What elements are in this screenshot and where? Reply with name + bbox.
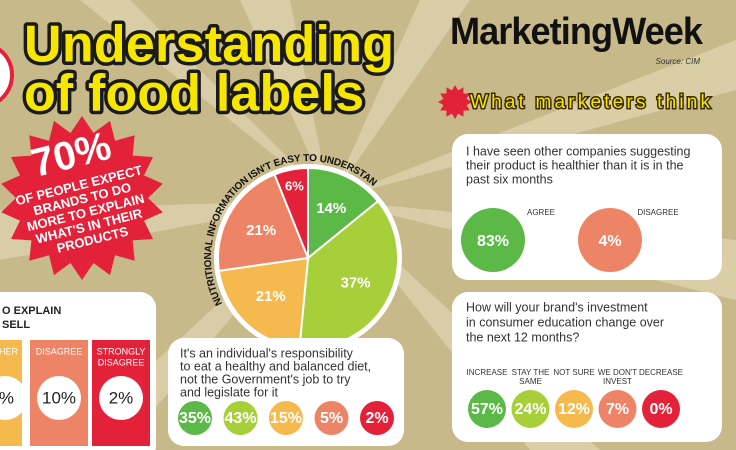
answer-value: 10% [42, 388, 76, 407]
starburst [1, 116, 163, 280]
answer-circle [598, 390, 637, 428]
answer-label: DISAGREE [637, 208, 678, 217]
answer-label: WE DON'T [598, 368, 637, 377]
column-label: DISAGREE [98, 357, 145, 367]
answer-circle [0, 376, 27, 420]
answer-label: STAY THE [512, 368, 550, 377]
pie-label: 6% [285, 179, 304, 194]
answer-circle [555, 390, 593, 428]
question: their product is healthier than it is in… [466, 158, 684, 172]
section-title: What marketers think [470, 92, 711, 113]
answer-circle [461, 208, 525, 272]
answer-value: 4% [598, 233, 621, 250]
answer-value: 12% [558, 401, 590, 418]
answer-value: 5% [320, 410, 343, 427]
answer-circle [578, 208, 642, 272]
answer-value: 35% [179, 410, 211, 427]
question: past six months [466, 172, 553, 186]
pie-label: 37% [341, 274, 371, 291]
answer-value: 57% [471, 401, 503, 418]
column-label: DISAGREE [36, 346, 83, 356]
logo: MarketingWeek [450, 11, 704, 53]
question: not the Government's job to try [180, 372, 351, 386]
answer-label: NOT SURE [553, 368, 594, 377]
answer-value: 2% [109, 388, 134, 407]
column-label: STRONGLY [97, 346, 146, 356]
answer-circle [511, 390, 550, 428]
answer-circle [360, 401, 394, 435]
answer-circle [37, 376, 81, 420]
question: It's an individual's responsibility [180, 346, 354, 360]
answer-value: 7% [606, 401, 629, 418]
question: How will your brand's investment [466, 300, 648, 314]
answer-circle [468, 390, 506, 428]
question: the next 12 months? [466, 330, 579, 344]
question: to eat a healthy and balanced diet, [180, 359, 371, 373]
answer-label: INCREASE [467, 368, 508, 377]
answer-label: DECREASE [639, 368, 683, 377]
column-label: HER [0, 346, 18, 356]
answer-circle [223, 401, 258, 435]
answer-circle [178, 401, 212, 435]
answer-label: INVEST [603, 377, 632, 386]
panel-title: SELL [2, 319, 30, 331]
pie-label: 14% [316, 200, 346, 217]
panel-title: O EXPLAIN [2, 305, 61, 317]
title-line: of food labels [24, 65, 364, 123]
answer-value: 0% [649, 401, 672, 418]
cut-off-badge [0, 47, 14, 103]
section-star [438, 85, 472, 119]
pie-label: 21% [256, 288, 286, 305]
pie-label: 21% [246, 222, 276, 239]
pie-slice [217, 173, 310, 272]
question: in consumer education change over [466, 315, 664, 329]
pie-slice [273, 166, 309, 259]
title-line: Understanding [24, 16, 394, 74]
answer-value: 43% [224, 410, 256, 427]
answer-circle [642, 390, 680, 428]
answer-circle [314, 401, 349, 435]
answer-circle [269, 401, 303, 435]
answer-label: SAME [519, 377, 542, 386]
answer-value: 83% [477, 233, 509, 250]
question: and legislate for it [180, 385, 279, 399]
answer-label: AGREE [527, 208, 555, 217]
answer-value: % [0, 388, 14, 407]
answer-circle [99, 376, 143, 420]
answer-value: 24% [514, 401, 546, 418]
source: Source: CIM [656, 57, 701, 66]
question: I have seen other companies suggesting [466, 144, 690, 158]
answer-value: 2% [365, 410, 388, 427]
answer-value: 15% [270, 410, 302, 427]
pie-slice [307, 166, 380, 261]
